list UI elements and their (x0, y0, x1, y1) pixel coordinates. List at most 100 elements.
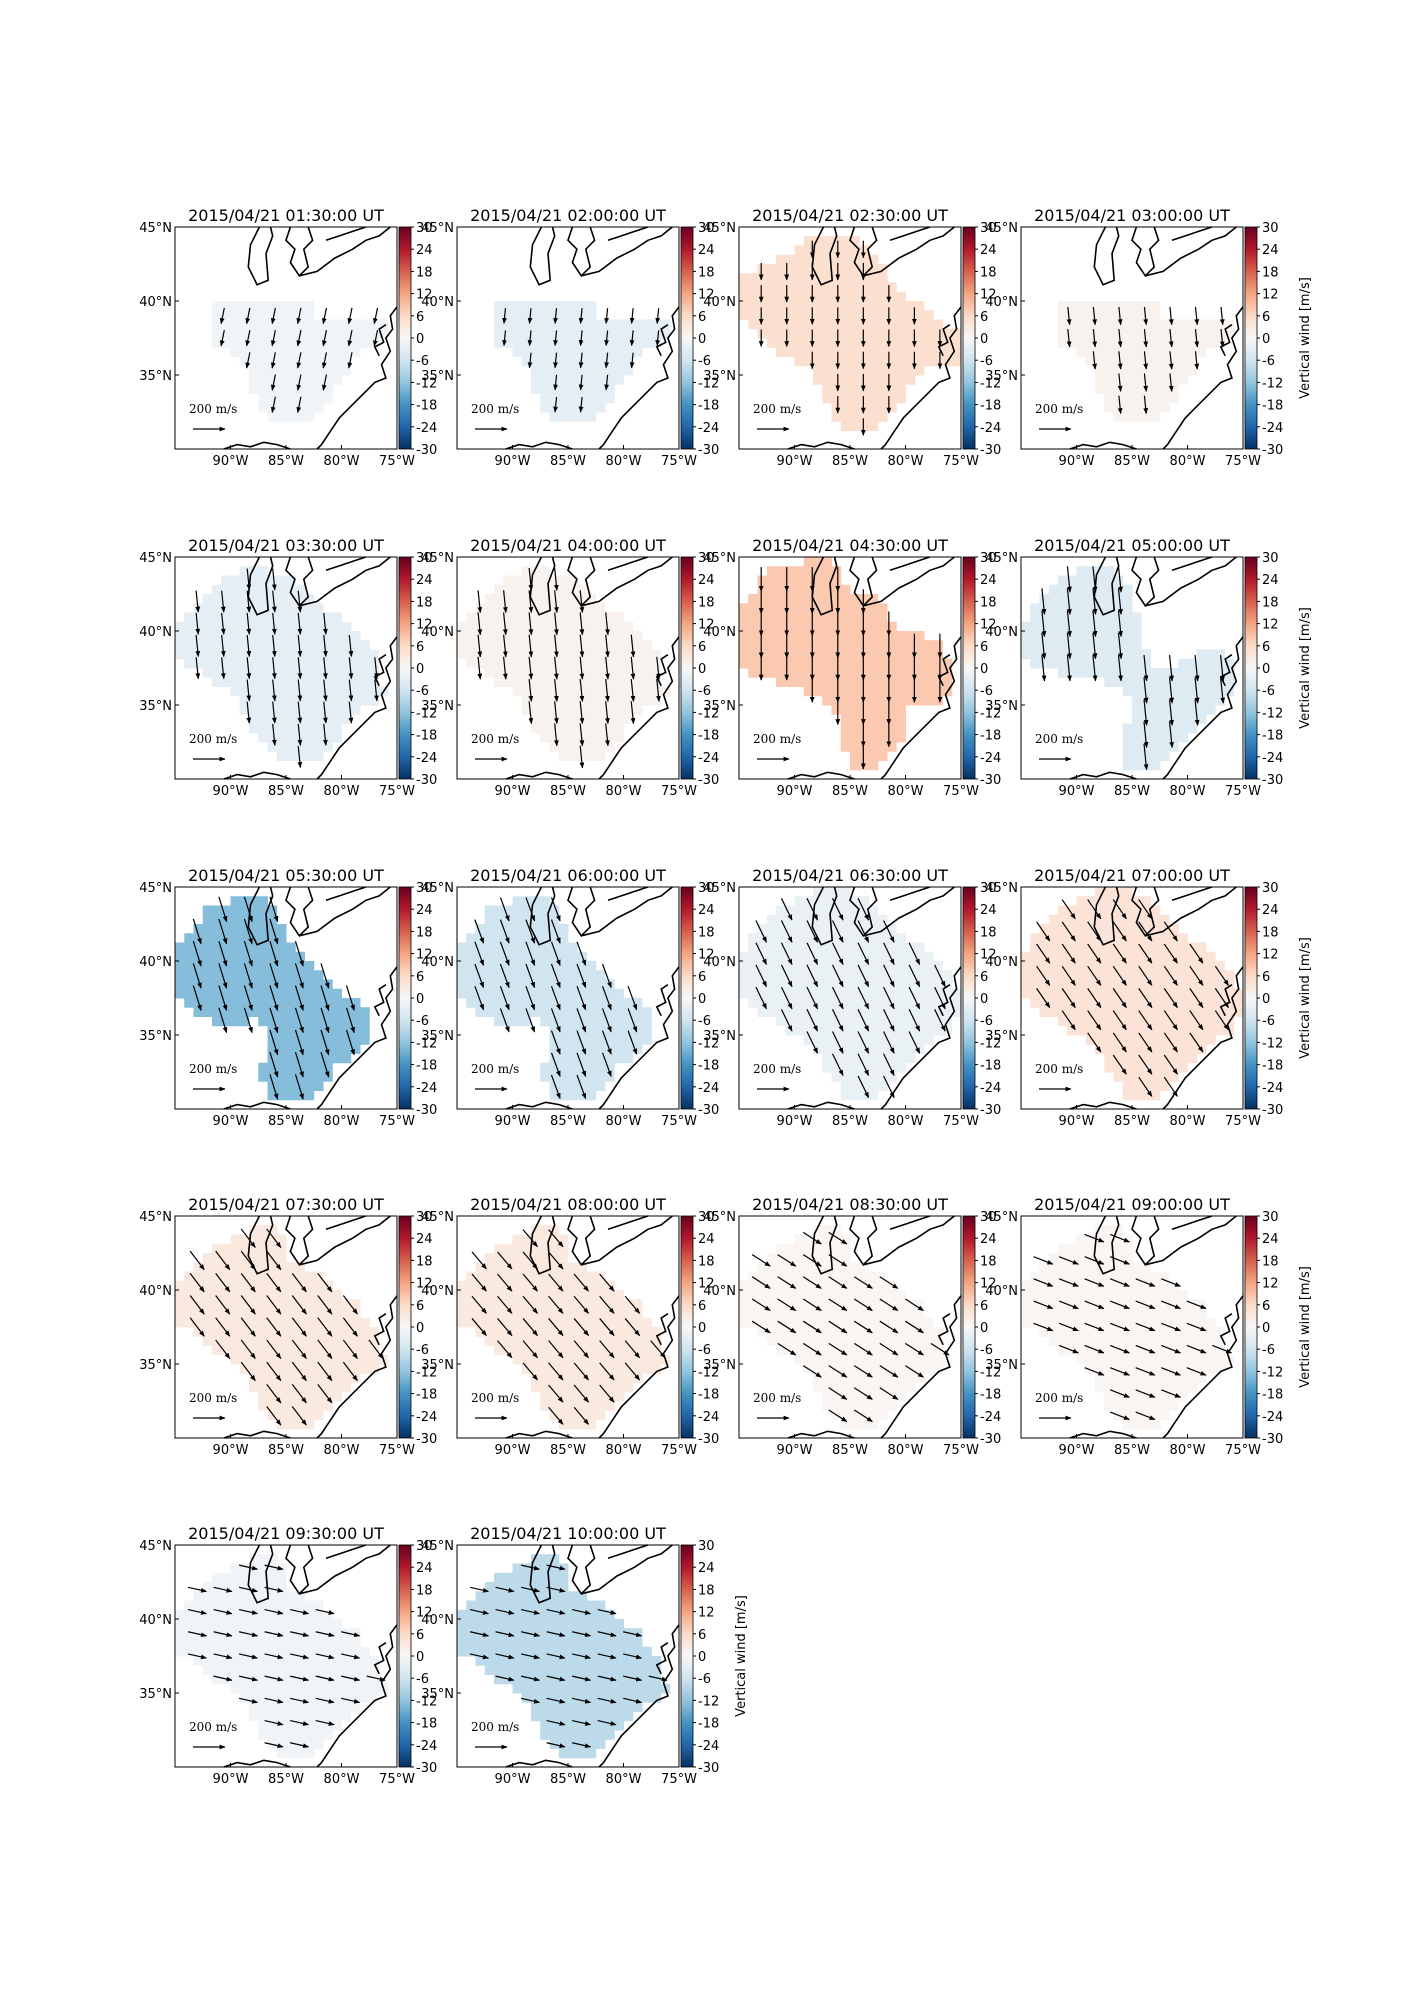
wind-cell (1159, 1062, 1170, 1073)
wind-cell (1132, 924, 1142, 934)
wind-cell (1150, 1044, 1161, 1054)
wind-cell (859, 640, 869, 650)
wind-cell (1104, 1062, 1114, 1073)
wind-cell (577, 658, 587, 669)
wind-cell (568, 714, 578, 724)
wind-cell (568, 612, 578, 623)
wind-cell (840, 1081, 851, 1091)
wind-cell (642, 1327, 652, 1337)
wind-cell (212, 1327, 222, 1337)
wind-cell (221, 640, 231, 650)
wind-cell (558, 714, 569, 724)
wind-cell (1122, 640, 1133, 650)
wind-cell (1067, 301, 1077, 311)
panel-title: 2015/04/21 03:30:00 UT (188, 536, 384, 555)
wind-cell (1058, 319, 1068, 330)
wind-cell (1132, 760, 1142, 771)
wind-cell (1113, 603, 1124, 613)
wind-cell (313, 658, 324, 669)
wind-cell (540, 1253, 550, 1263)
wind-cell (295, 1280, 305, 1291)
wind-cell (457, 621, 467, 632)
wind-cell (1159, 356, 1170, 367)
wind-cell (341, 1299, 352, 1309)
y-tick-label: 40°N (421, 625, 454, 640)
wind-cell (249, 942, 259, 953)
wind-cell (766, 668, 777, 678)
wind-arrow (271, 723, 277, 746)
colorbar-tick-label: -6 (416, 684, 429, 699)
wind-cell (905, 328, 916, 339)
wind-cell (540, 695, 550, 706)
wind-cell (577, 742, 587, 752)
wind-cell (484, 924, 495, 934)
wind-cell (586, 1317, 597, 1328)
wind-cell (267, 1336, 278, 1346)
wind-cell (202, 1317, 213, 1328)
wind-cell (484, 612, 495, 623)
wind-cell (1178, 1035, 1188, 1045)
wind-cell (868, 751, 879, 761)
wind-arrows (1066, 306, 1225, 415)
wind-cell (258, 1280, 268, 1291)
wind-cell (212, 640, 222, 650)
wind-cell (276, 1044, 287, 1054)
wind-cell (1095, 310, 1105, 320)
wind-cell (586, 594, 597, 604)
x-tick-label: 85°W (550, 1443, 586, 1458)
wind-cell (914, 695, 925, 706)
wind-cell (531, 1234, 541, 1245)
colorbar-tick-label: -24 (1262, 751, 1283, 766)
wind-cell (295, 594, 305, 604)
wind-cell (286, 1090, 296, 1101)
wind-cell (1076, 584, 1087, 595)
wind-cell (568, 1044, 578, 1054)
wind-cell (304, 686, 315, 697)
wind-cell (1030, 961, 1040, 971)
wind-cell (595, 695, 606, 706)
wind-cell (521, 566, 532, 576)
wind-arrow (1143, 743, 1149, 771)
wind-cell (304, 705, 315, 715)
wind-cell (258, 310, 268, 320)
wind-cell (549, 1025, 560, 1036)
wind-cell (494, 640, 504, 650)
colorbar-tick-label: 24 (698, 1232, 715, 1247)
wind-cell (531, 1308, 541, 1319)
wind-cell (586, 412, 597, 422)
wind-cell (540, 658, 550, 669)
wind-arrow (1189, 965, 1204, 986)
wind-arrow (1117, 588, 1123, 615)
wind-cell (586, 603, 597, 613)
wind-arrow (599, 1295, 615, 1314)
wind-cell (850, 924, 860, 934)
wind-cell (822, 1007, 832, 1017)
wind-arrow (1168, 655, 1174, 682)
wind-cell (766, 942, 777, 953)
wind-cell (794, 575, 805, 586)
wind-cell (276, 1280, 287, 1291)
wind-cell (924, 677, 934, 687)
wind-cell (785, 347, 795, 357)
wind-cell (230, 979, 241, 990)
wind-cell (896, 942, 906, 953)
wind-arrow (522, 1251, 538, 1270)
wind-cell (614, 686, 624, 697)
colorbar-tick-label: 0 (1262, 332, 1270, 347)
wind-cell (295, 301, 305, 311)
wind-cell (267, 1062, 278, 1073)
wind-cell (1196, 695, 1207, 706)
wind-cell (813, 640, 823, 650)
wind-cell (577, 998, 587, 1008)
wind-cell (859, 714, 869, 724)
wind-cell (766, 282, 777, 293)
wind-cell (1132, 612, 1142, 623)
wind-cell (332, 723, 342, 734)
wind-cell (568, 328, 578, 339)
wind-cell (249, 1290, 259, 1300)
wind-cell (877, 751, 888, 761)
wind-cell (1159, 338, 1170, 348)
wind-cell (267, 970, 278, 980)
wind-arrow (294, 963, 304, 989)
